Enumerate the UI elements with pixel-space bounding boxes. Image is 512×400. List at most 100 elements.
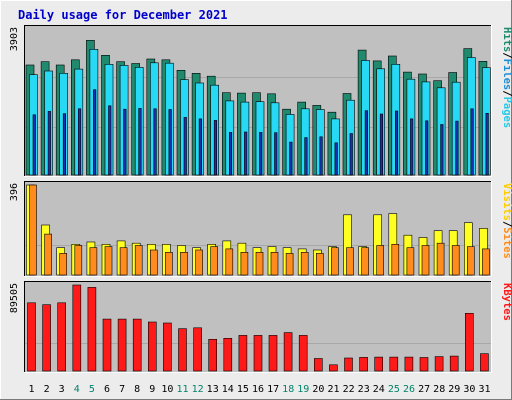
bar-pages-day-7	[123, 108, 127, 176]
bar-kbytes-day-16	[253, 335, 263, 372]
bar-kbytes-day-30	[464, 312, 474, 372]
bar-sites-day-25	[391, 244, 400, 276]
bar-pages-day-21	[334, 142, 338, 176]
day-label-21: 21	[327, 384, 339, 395]
bar-kbytes-day-8	[132, 318, 142, 372]
bar-sites-day-12	[195, 249, 203, 276]
legend-separator: /	[501, 90, 512, 96]
bar-pages-day-11	[183, 117, 187, 176]
bar-sites-day-30	[466, 246, 475, 276]
day-label-25: 25	[388, 384, 400, 395]
bar-sites-day-22	[346, 247, 354, 276]
bar-kbytes-day-27	[419, 357, 429, 372]
bar-pages-day-15	[244, 131, 248, 176]
bar-sites-day-6	[104, 246, 113, 276]
bar-pages-day-13	[213, 120, 217, 176]
y-axis-max-label: 396	[9, 183, 20, 201]
chart-panel-2: 396 Visits/Sites	[9, 181, 512, 277]
bar-kbytes-day-20	[313, 358, 323, 372]
bar-sites-day-24	[376, 245, 385, 276]
bar-pages-day-8	[138, 108, 142, 176]
bar-kbytes-day-3	[57, 302, 67, 372]
day-label-10: 10	[161, 384, 173, 395]
legend-label-visits: Visits	[501, 183, 512, 221]
bar-kbytes-day-26	[404, 356, 414, 372]
bar-sites-day-4	[74, 245, 83, 276]
x-axis-day-labels: 1 2 3 4 5 6 7 8 9 10 11 12 13 14 15 16 17 18 19 20 21 22 23 24 2…	[28, 384, 490, 395]
legend-bottom: KBytes	[501, 283, 512, 321]
bar-sites-day-15	[240, 252, 249, 276]
bar-kbytes-day-13	[208, 338, 217, 372]
chart-panel-3: 89505 KBytes	[9, 281, 512, 373]
day-label-16: 16	[252, 384, 264, 395]
bar-kbytes-day-15	[238, 335, 248, 372]
bar-kbytes-day-25	[389, 356, 399, 372]
bar-kbytes-day-24	[374, 356, 384, 372]
bar-kbytes-day-18	[283, 332, 293, 372]
bar-sites-day-9	[150, 249, 158, 276]
bar-sites-day-8	[134, 245, 143, 276]
bar-kbytes-day-9	[148, 321, 157, 372]
day-label-14: 14	[222, 384, 234, 395]
bar-sites-day-3	[59, 253, 68, 276]
bar-pages-day-3	[62, 113, 67, 176]
bar-sites-day-7	[119, 247, 128, 276]
bar-pages-day-24	[379, 113, 384, 176]
day-label-15: 15	[237, 384, 249, 395]
bar-sites-day-19	[300, 252, 309, 276]
bar-kbytes-day-23	[359, 357, 368, 372]
day-label-30: 30	[463, 384, 475, 395]
legend-middle: Visits/Sites	[501, 183, 512, 259]
bar-kbytes-day-12	[193, 327, 202, 372]
bar-pages-day-27	[425, 120, 429, 176]
chart-panel-1: 3903 Hits/Files/Pages	[9, 25, 512, 177]
day-label-8: 8	[134, 384, 140, 395]
bar-sites-day-10	[165, 252, 173, 276]
day-label-1: 1	[28, 384, 34, 395]
day-label-31: 31	[478, 384, 490, 395]
bar-sites-day-11	[180, 252, 188, 276]
bar-kbytes-day-31	[480, 353, 489, 372]
bar-sites-day-2	[44, 233, 52, 276]
day-label-27: 27	[418, 384, 430, 395]
bar-pages-day-9	[153, 108, 157, 176]
day-label-6: 6	[104, 384, 110, 395]
bar-kbytes-day-6	[102, 318, 112, 372]
bar-sites-day-28	[436, 242, 445, 276]
day-label-9: 9	[149, 384, 155, 395]
day-label-12: 12	[192, 384, 204, 395]
bar-pages-day-29	[455, 120, 459, 176]
bar-kbytes-day-14	[223, 337, 233, 372]
bar-kbytes-day-10	[163, 322, 172, 372]
day-label-3: 3	[59, 384, 65, 395]
day-label-19: 19	[297, 384, 309, 395]
legend-label-files: Files	[501, 59, 512, 91]
bar-kbytes-day-19	[298, 335, 308, 372]
bar-pages-day-18	[289, 141, 293, 176]
bar-sites-day-31	[482, 248, 490, 276]
bar-kbytes-day-29	[449, 355, 459, 372]
bar-kbytes-day-2	[42, 304, 51, 372]
bar-pages-day-28	[440, 124, 444, 176]
bar-pages-day-20	[319, 136, 323, 176]
bar-sites-day-5	[89, 247, 98, 276]
bar-pages-day-16	[259, 132, 263, 176]
bar-pages-day-22	[349, 133, 353, 176]
legend-label-sites: Sites	[501, 227, 512, 259]
bar-sites-day-27	[421, 245, 430, 276]
y-axis-max-label: 89505	[9, 283, 20, 313]
day-label-22: 22	[343, 384, 355, 395]
bar-pages-day-5	[93, 89, 97, 176]
day-label-24: 24	[373, 384, 385, 395]
day-label-4: 4	[74, 384, 80, 395]
legend-label-kbytes: KBytes	[501, 283, 512, 321]
bar-pages-day-25	[394, 110, 399, 176]
bar-sites-day-20	[315, 253, 324, 276]
bar-pages-day-17	[274, 132, 278, 176]
bar-sites-day-1	[29, 184, 37, 276]
bar-pages-day-10	[168, 109, 172, 176]
legend-label-pages: Pages	[501, 97, 512, 129]
